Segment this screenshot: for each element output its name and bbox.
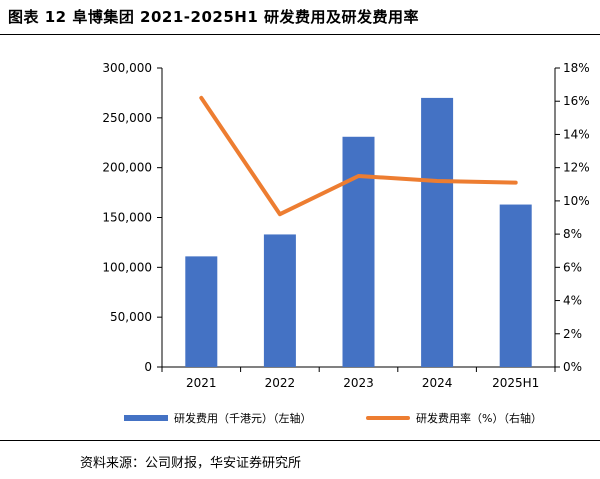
y-left-tick-label: 200,000 xyxy=(102,161,152,175)
y-right-tick-label: 14% xyxy=(563,127,590,141)
y-left-tick-label: 50,000 xyxy=(110,310,152,324)
bar-2023 xyxy=(342,136,375,367)
line-point-2025H1 xyxy=(515,182,517,184)
bar-2021 xyxy=(185,256,218,367)
y-right-tick-label: 0% xyxy=(563,360,582,374)
x-tick-label: 2021 xyxy=(186,376,217,390)
x-tick-label: 2024 xyxy=(422,376,453,390)
y-left-tick-label: 150,000 xyxy=(102,211,152,225)
x-tick-label: 2022 xyxy=(265,376,296,390)
y-right-tick-label: 10% xyxy=(563,194,590,208)
line-point-2023 xyxy=(358,175,359,177)
y-right-tick-label: 2% xyxy=(563,327,582,341)
y-right-tick-label: 4% xyxy=(563,294,582,308)
top-rule xyxy=(0,34,600,35)
legend-label-line: 研发费用率（%）（右轴） xyxy=(416,412,542,425)
y-right-tick-label: 8% xyxy=(563,227,582,241)
chart-area: 0 50,000 100,000 150,000 200,000 250,000 300,0… xyxy=(102,61,590,390)
y-left-tick-label: 250,000 xyxy=(102,111,152,125)
bottom-rule xyxy=(0,440,600,441)
y-right-tick-label: 16% xyxy=(563,94,590,108)
chart-title: 图表 12 阜博集团 2021-2025H1 研发费用及研发费用率 xyxy=(8,8,419,26)
legend-swatch-line xyxy=(366,416,410,420)
y-left-tick-label: 100,000 xyxy=(102,260,152,274)
y-right-tick-label: 12% xyxy=(563,161,590,175)
y-left-tick-label: 0 xyxy=(144,360,152,374)
y-right-tick-label: 18% xyxy=(563,61,590,75)
y-right-tick-label: 6% xyxy=(563,260,582,274)
line-point-2021 xyxy=(200,97,202,99)
legend-item-bar: 研发费用（千港元）（左轴） xyxy=(124,410,312,426)
line-point-2024 xyxy=(436,180,438,182)
legend-label-bar: 研发费用（千港元）（左轴） xyxy=(174,412,312,425)
legend-item-line: 研发费用率（%）（右轴） xyxy=(366,410,542,426)
source-note: 资料来源：公司财报，华安证券研究所 xyxy=(80,456,302,471)
x-tick-label: 2025H1 xyxy=(492,376,539,390)
bar-2022 xyxy=(263,234,296,367)
legend-swatch-bar xyxy=(124,415,168,421)
y-left-tick-label: 300,000 xyxy=(102,61,152,75)
x-tick-label: 2023 xyxy=(343,376,374,390)
bar-2025H1 xyxy=(499,204,532,367)
bar-2024 xyxy=(421,97,454,368)
line-point-2022 xyxy=(279,213,281,215)
